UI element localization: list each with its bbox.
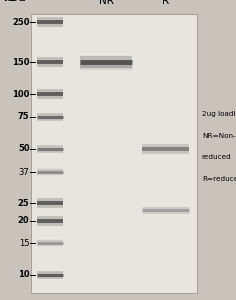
Text: 50: 50: [18, 144, 30, 153]
Text: 25: 25: [18, 199, 30, 208]
Text: 100: 100: [12, 90, 30, 99]
Text: 150: 150: [12, 58, 30, 67]
Text: 250: 250: [12, 18, 30, 27]
Text: NR=Non-: NR=Non-: [202, 133, 235, 139]
Text: 15: 15: [19, 239, 30, 248]
Text: NR: NR: [99, 0, 114, 6]
Text: R=reduced: R=reduced: [202, 176, 236, 182]
Text: 2ug loading: 2ug loading: [202, 111, 236, 117]
Text: R: R: [162, 0, 169, 6]
Text: 37: 37: [19, 168, 30, 177]
FancyBboxPatch shape: [31, 14, 197, 292]
Text: 10: 10: [18, 271, 30, 280]
Text: kDa: kDa: [3, 0, 25, 3]
Text: reduced: reduced: [202, 154, 232, 160]
Text: 75: 75: [18, 112, 30, 122]
Text: 20: 20: [18, 216, 30, 225]
